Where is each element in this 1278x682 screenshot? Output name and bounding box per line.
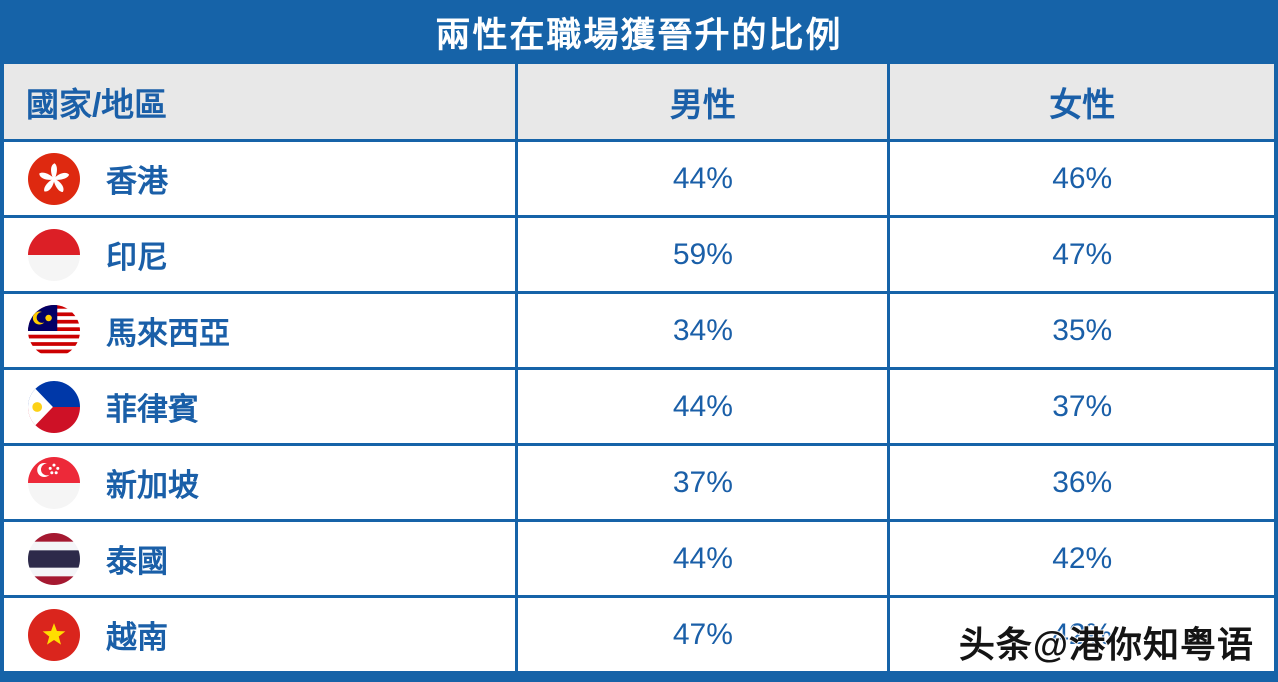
- header-country-region: 國家/地區: [4, 64, 519, 142]
- indonesia-flag-icon: [28, 228, 80, 281]
- row-thailand-country: 泰國: [4, 522, 519, 598]
- row-singapore-female-value: 36%: [890, 446, 1274, 522]
- row-malaysia-male-value: 34%: [518, 294, 891, 370]
- row-philippines-female-value: 37%: [890, 370, 1274, 446]
- bottom-border-bar: [0, 674, 1278, 682]
- row-vietnam-country: 越南: [4, 598, 519, 674]
- country-label: 馬來西亞: [106, 316, 230, 351]
- singapore-flag-icon: [28, 456, 80, 509]
- country-label: 越南: [106, 620, 168, 655]
- row-indonesia-male-value: 59%: [518, 218, 891, 294]
- page-title-text: 兩性在職場獲晉升的比例: [435, 15, 843, 55]
- row-thailand-male-value: 44%: [518, 522, 891, 598]
- row-singapore-male-value: 37%: [518, 446, 891, 522]
- row-vietnam-male-value: 47%: [518, 598, 891, 674]
- country-label: 新加坡: [106, 468, 199, 503]
- row-vietnam-female-value: 42%: [890, 598, 1274, 674]
- watermark: 头条@港你知粤语: [958, 623, 1254, 666]
- header-male: 男性: [518, 64, 891, 142]
- thailand-flag-icon: [28, 532, 80, 585]
- row-hong-kong-female-value: 46%: [890, 142, 1274, 218]
- country-label: 泰國: [106, 544, 168, 579]
- header-female: 女性: [890, 64, 1274, 142]
- promotion-table: 國家/地區 男性 女性: [0, 64, 1278, 674]
- row-thailand-female-value: 42%: [890, 522, 1274, 598]
- country-label: 菲律賓: [106, 392, 199, 427]
- country-label: 香港: [106, 164, 168, 199]
- row-singapore-country: 新加坡: [4, 446, 519, 522]
- country-label: 印尼: [106, 240, 168, 275]
- vietnam-flag-icon: [28, 608, 80, 661]
- hong-kong-flag-icon: [28, 152, 80, 205]
- row-indonesia-female-value: 47%: [890, 218, 1274, 294]
- philippines-flag-icon: [28, 380, 80, 433]
- row-malaysia-female-value: 35%: [890, 294, 1274, 370]
- row-indonesia-country: 印尼: [4, 218, 519, 294]
- malaysia-flag-icon: [28, 304, 80, 357]
- row-philippines-country: 菲律賓: [4, 370, 519, 446]
- page-title: 兩性在職場獲晉升的比例: [0, 0, 1278, 64]
- row-philippines-male-value: 44%: [518, 370, 891, 446]
- row-hong-kong-male-value: 44%: [518, 142, 891, 218]
- row-hong-kong-country: 香港: [4, 142, 519, 218]
- row-malaysia-country: 馬來西亞: [4, 294, 519, 370]
